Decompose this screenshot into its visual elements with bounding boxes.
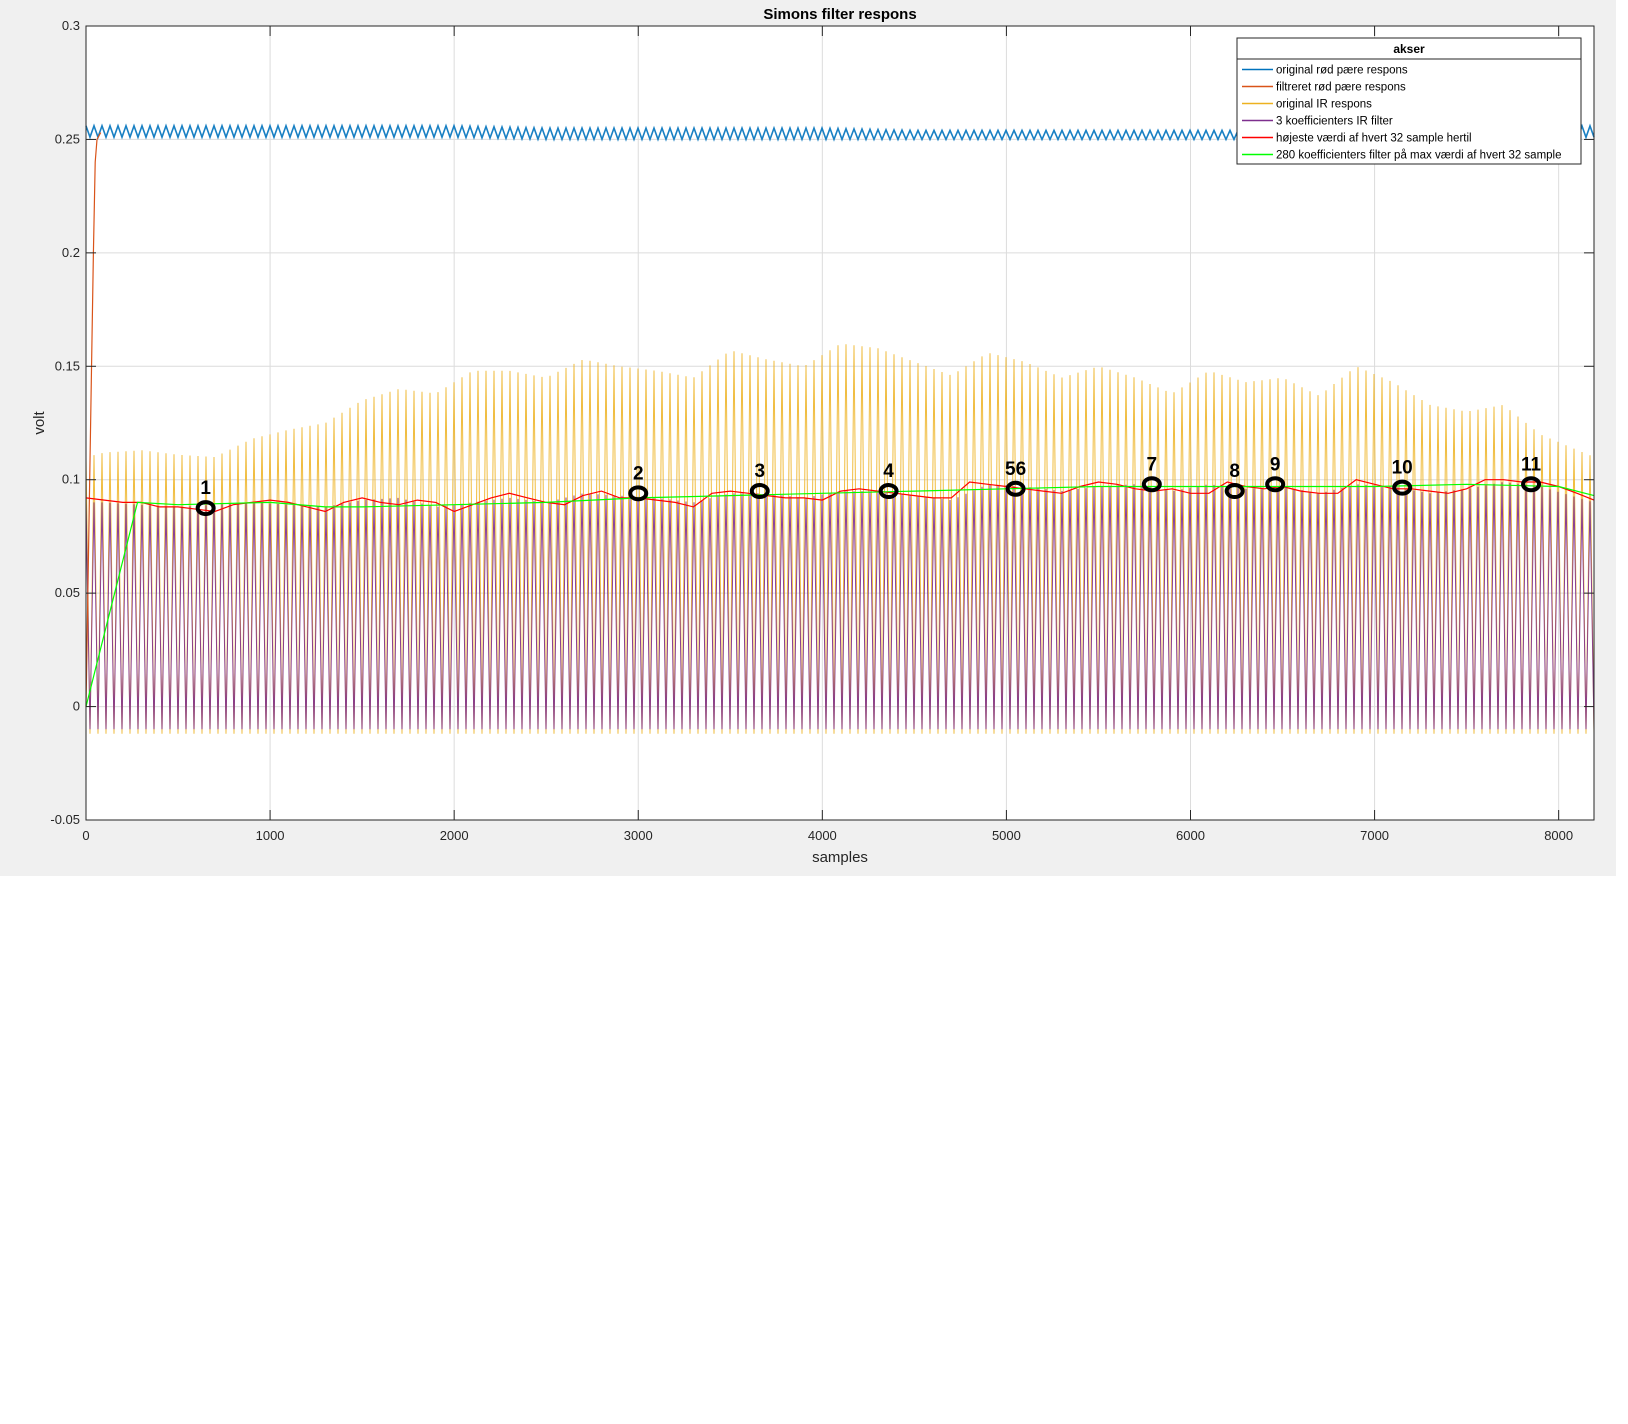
y-tick-label: 0.1 bbox=[62, 472, 80, 487]
figure-background: 1 2 3 4 56 7 8 9 10 11 0 1000 2000 3000 4000 5000 6000 7… bbox=[0, 0, 1616, 876]
annotation-circle bbox=[1392, 479, 1413, 496]
annotation-circle bbox=[1141, 476, 1162, 493]
chart-title: Simons filter respons bbox=[763, 6, 916, 23]
y-tick-label: 0 bbox=[73, 699, 80, 714]
x-tick-label: 0 bbox=[82, 828, 89, 843]
annotation-label: 7 bbox=[1147, 454, 1158, 475]
x-tick-label: 1000 bbox=[256, 828, 285, 843]
legend-entry-label: filtreret rød pære respons bbox=[1276, 82, 1406, 94]
series-4-line bbox=[85, 482, 1595, 730]
annotation-circle bbox=[1005, 480, 1026, 497]
ticks-group: 0 1000 2000 3000 4000 5000 6000 7000 8000-0.0500… bbox=[50, 18, 1594, 843]
annotation-label: 9 bbox=[1270, 454, 1281, 475]
annotation-circle bbox=[628, 485, 649, 502]
legend-entry-label: original IR respons bbox=[1276, 99, 1372, 111]
annotations-group: 1 2 3 4 56 7 8 9 10 11 bbox=[195, 454, 1542, 517]
legend-entry-label: original rød pære respons bbox=[1276, 65, 1408, 77]
y-axis-label: volt bbox=[31, 410, 48, 434]
annotation-circle bbox=[749, 483, 770, 500]
plot-svg: 1 2 3 4 56 7 8 9 10 11 0 1000 2000 3000 4000 5000 6000 7… bbox=[31, 6, 1595, 866]
y-tick-label: 0.25 bbox=[55, 131, 80, 146]
annotation-circle bbox=[1265, 476, 1286, 493]
series-2-line bbox=[85, 132, 102, 707]
annotation-label: 8 bbox=[1229, 461, 1240, 482]
annotation-circle bbox=[878, 483, 899, 500]
annotation-label: 2 bbox=[633, 463, 644, 484]
annotation-label: 11 bbox=[1521, 454, 1542, 475]
x-axis-label: samples bbox=[812, 849, 868, 866]
x-tick-label: 6000 bbox=[1176, 828, 1205, 843]
annotation-label: 10 bbox=[1392, 458, 1413, 479]
x-tick-label: 3000 bbox=[624, 828, 653, 843]
x-tick-label: 2000 bbox=[440, 828, 469, 843]
legend-entry-label: højeste værdi af hvert 32 sample hertil bbox=[1276, 133, 1472, 145]
annotation-label: 1 bbox=[200, 478, 211, 499]
y-tick-label: 0.05 bbox=[55, 585, 80, 600]
legend-entry-label: 3 koefficienters IR filter bbox=[1276, 116, 1393, 128]
axes-box bbox=[85, 25, 1595, 821]
series-6-line bbox=[85, 483, 1595, 707]
annotation-label: 3 bbox=[754, 461, 765, 482]
annotation-circle bbox=[195, 500, 216, 517]
annotation-circle bbox=[1224, 483, 1245, 500]
x-tick-label: 8000 bbox=[1544, 828, 1573, 843]
y-tick-label: 0.2 bbox=[62, 245, 80, 260]
x-tick-label: 7000 bbox=[1360, 828, 1389, 843]
legend[interactable]: akser original rød pære respons filtreret … bbox=[1236, 37, 1582, 165]
series-5-line bbox=[85, 479, 1595, 513]
annotation-label: 4 bbox=[883, 461, 894, 482]
y-tick-label: -0.05 bbox=[50, 812, 80, 827]
y-tick-label: 0.15 bbox=[55, 358, 80, 373]
x-tick-label: 4000 bbox=[808, 828, 837, 843]
y-tick-label: 0.3 bbox=[62, 18, 80, 33]
legend-entry-label: 280 koefficienters filter på max værdi a… bbox=[1276, 150, 1562, 162]
x-tick-label: 5000 bbox=[992, 828, 1021, 843]
annotation-label: 56 bbox=[1005, 459, 1026, 480]
series-group bbox=[85, 123, 1595, 734]
annotation-circle bbox=[1521, 476, 1542, 493]
legend-title: akser bbox=[1393, 42, 1425, 56]
